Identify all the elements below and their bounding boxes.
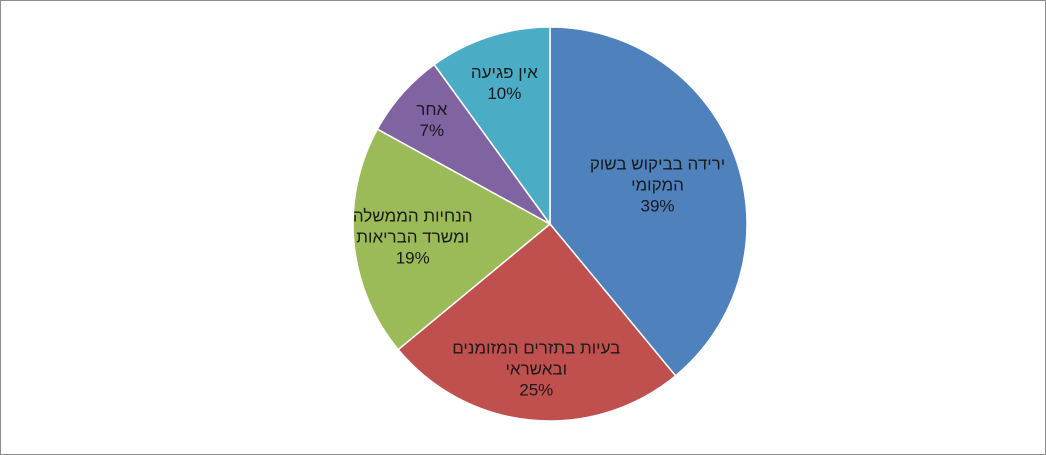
category-label: ירידה בביקוש בשוק המקומי <box>589 154 726 195</box>
slice-label: אחר 7% <box>402 99 462 141</box>
value-label: 25% <box>519 380 554 400</box>
category-label: בעיות בתזרים המזומנים ובאשראי <box>452 338 621 379</box>
value-label: 19% <box>395 248 430 268</box>
pie-slice <box>549 26 748 377</box>
slice-label: בעיות בתזרים המזומנים ובאשראי 25% <box>436 338 636 401</box>
pie-slice <box>352 128 552 351</box>
value-label: 7% <box>419 120 445 140</box>
slice-label: אין פגיעה 10% <box>454 62 554 104</box>
category-label: אחר <box>416 99 448 119</box>
pie-slice <box>433 26 551 227</box>
pie-slice <box>397 222 677 422</box>
category-label: אין פגיעה <box>470 63 538 83</box>
value-label: 10% <box>487 84 522 104</box>
category-label: הנחיות הממשלה ומשרד הבריאות <box>352 206 473 247</box>
slice-label: הנחיות הממשלה ומשרד הבריאות 19% <box>338 205 488 268</box>
value-label: 39% <box>640 196 675 216</box>
slice-label: ירידה בביקוש בשוק המקומי 39% <box>573 154 743 217</box>
